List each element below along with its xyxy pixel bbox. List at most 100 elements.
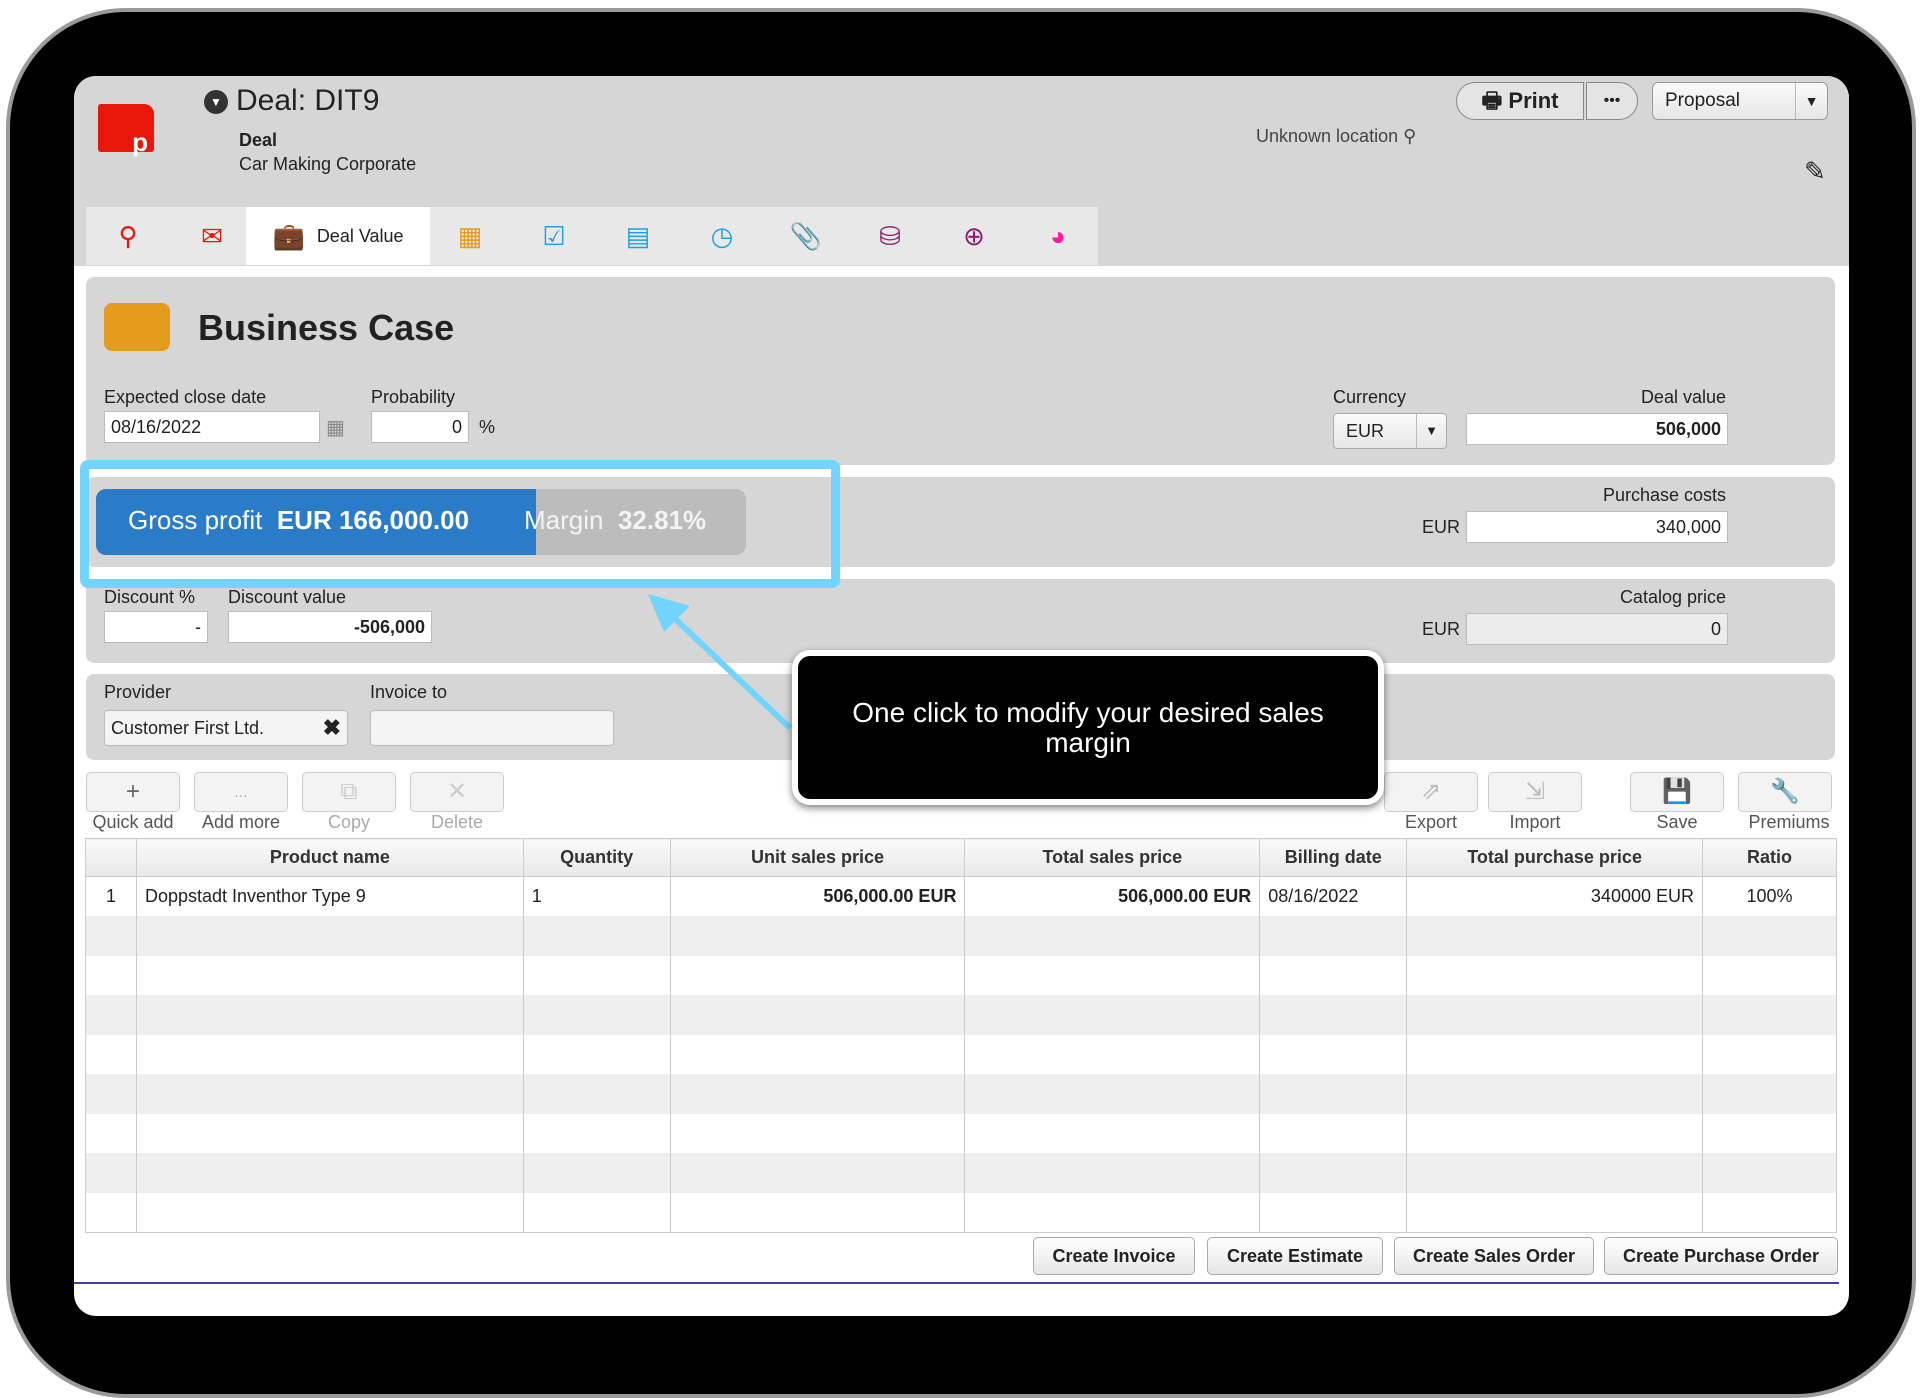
discount-value-input[interactable]: -506,000 — [228, 611, 432, 643]
location[interactable]: Unknown location ⚲ — [1256, 126, 1416, 147]
table-row[interactable]: 1 Doppstadt Inventhor Type 9 1 506,000.0… — [85, 876, 1837, 916]
catalog-currency: EUR — [1422, 619, 1461, 639]
tab-label: Deal Value — [316, 225, 404, 246]
discount-pct-input[interactable]: - — [104, 611, 208, 643]
purchase-costs-input[interactable]: 340,000 — [1466, 511, 1728, 543]
deal-value-input[interactable]: 506,000 — [1466, 413, 1728, 445]
create-estimate-button[interactable]: Create Estimate — [1207, 1237, 1383, 1275]
gross-profit-text: Gross profit EUR 166,000.00 — [128, 505, 469, 536]
cell-billing-date[interactable]: 08/16/2022 — [1259, 876, 1408, 916]
deal-value-label: Deal value — [1640, 387, 1726, 407]
provider-input[interactable]: Customer First Ltd. ✖ — [104, 710, 348, 746]
collapse-icon[interactable]: ▼ — [204, 90, 228, 114]
edit-note-icon[interactable]: ✎ — [1804, 156, 1826, 186]
export-button[interactable]: ⇗ — [1384, 772, 1478, 812]
delete-button[interactable]: ✕ — [410, 772, 504, 812]
save-label: Save — [1656, 812, 1698, 832]
cell-product[interactable]: Doppstadt Inventhor Type 9 — [135, 876, 524, 916]
stage-select[interactable]: Proposal ▼ — [1652, 82, 1828, 120]
add-more-label: Add more — [201, 812, 281, 832]
copy-button[interactable]: ⧉ — [302, 772, 396, 812]
tab-mail[interactable]: ✉ — [170, 207, 254, 265]
column-header-ratio[interactable]: Ratio — [1702, 838, 1837, 877]
column-header-quantity[interactable]: Quantity — [522, 838, 671, 877]
import-icon: ⇲ — [1524, 778, 1546, 805]
column-header-billing-date[interactable]: Billing date — [1259, 838, 1408, 877]
catalog-price-input: 0 — [1466, 613, 1728, 645]
stage-value: Proposal — [1665, 90, 1740, 111]
create-invoice-button[interactable]: Create Invoice — [1033, 1237, 1195, 1275]
column-header-index[interactable] — [85, 838, 137, 877]
import-button[interactable]: ⇲ — [1488, 772, 1582, 812]
save-button[interactable]: 💾 — [1630, 772, 1724, 812]
column-header-unit-price[interactable]: Unit sales price — [669, 838, 966, 877]
create-purchase-order-button[interactable]: Create Purchase Order — [1604, 1237, 1838, 1275]
empty-row — [85, 1113, 1837, 1153]
tab-history[interactable]: ◷ — [680, 207, 764, 265]
column-header-purchase-price[interactable]: Total purchase price — [1406, 838, 1703, 877]
cell-unit-price[interactable]: 506,000.00 EUR — [669, 876, 966, 916]
add-more-button[interactable]: … — [194, 772, 288, 812]
tab-chart[interactable]: ◕ — [1016, 207, 1100, 265]
footer-divider — [74, 1282, 1839, 1284]
clear-icon[interactable]: ✖ — [322, 715, 341, 740]
discount-value-label: Discount value — [228, 587, 347, 607]
business-case-panel: Business Case Expected close date 08/16/… — [86, 277, 1835, 465]
coins-icon: ⛁ — [879, 220, 901, 251]
cell-quantity[interactable]: 1 — [522, 876, 671, 916]
empty-row — [85, 916, 1837, 956]
header: p ▼ Deal: DIT9 Deal Car Making Corporate… — [74, 76, 1849, 266]
profit-panel: Gross profit EUR 166,000.00 Margin 32.81… — [86, 477, 1835, 567]
invoice-to-input[interactable] — [370, 710, 614, 746]
callout-text: One click to modify your desired sales m… — [852, 696, 1324, 758]
cell-total-price: 506,000.00 EUR — [964, 876, 1261, 916]
pie-chart-icon: ◕ — [1050, 220, 1066, 251]
cell-index: 1 — [85, 876, 137, 916]
tab-tasks[interactable]: ☑ — [512, 207, 596, 265]
print-button[interactable]: 🖶 Print — [1456, 82, 1584, 120]
more-button[interactable]: ••• — [1586, 82, 1638, 120]
company-name: Car Making Corporate — [239, 154, 417, 174]
quick-add-button[interactable]: + — [86, 772, 180, 812]
briefcase-icon: 💼 — [272, 220, 305, 251]
margin-label: Margin — [524, 505, 604, 535]
tab-add-money[interactable]: ⊕ — [932, 207, 1016, 265]
tab-pin[interactable]: ⚲ — [86, 207, 170, 265]
print-label: Print — [1508, 88, 1559, 113]
probability-input[interactable]: 0 — [371, 411, 469, 443]
tab-calculator[interactable]: ▦ — [428, 207, 512, 265]
deal-title: Deal: DIT9 — [236, 84, 380, 117]
gross-profit-value: EUR 166,000.00 — [276, 505, 470, 535]
currency-select[interactable]: EUR ▼ — [1333, 413, 1447, 449]
tab-deal-value[interactable]: 💼 Deal Value — [246, 207, 430, 265]
create-sales-order-button[interactable]: Create Sales Order — [1394, 1237, 1594, 1275]
search-icon[interactable]: ⚲ — [1403, 126, 1417, 146]
purchase-costs-label: Purchase costs — [1602, 485, 1726, 505]
calendar-picker-icon[interactable]: ▦ — [326, 417, 345, 439]
gross-profit-label: Gross profit — [128, 505, 263, 535]
highlight-box — [80, 460, 840, 588]
arrow-head — [648, 594, 690, 632]
gross-profit-margin-bar[interactable]: Gross profit EUR 166,000.00 Margin 32.81… — [96, 489, 746, 555]
tab-calendar[interactable]: ▤ — [596, 207, 680, 265]
save-icon: 💾 — [1662, 778, 1692, 805]
premiums-button[interactable]: 🔧 — [1738, 772, 1832, 812]
provider-label: Provider — [104, 682, 172, 702]
column-header-total-price[interactable]: Total sales price — [964, 838, 1261, 877]
export-icon: ⇗ — [1420, 778, 1442, 805]
column-header-product[interactable]: Product name — [135, 838, 524, 877]
tab-coins[interactable]: ⛁ — [848, 207, 932, 265]
chevron-down-icon: ▼ — [1795, 83, 1827, 119]
app-screen: p ▼ Deal: DIT9 Deal Car Making Corporate… — [74, 76, 1849, 1316]
close-date-input[interactable]: 08/16/2022 — [104, 411, 320, 443]
gross-profit-fill — [96, 489, 536, 555]
delete-icon: ✕ — [446, 778, 468, 805]
empty-row — [85, 1034, 1837, 1074]
empty-row — [85, 1153, 1837, 1193]
briefcase-icon — [104, 303, 170, 351]
probability-label: Probability — [371, 387, 456, 407]
copy-label: Copy — [327, 812, 371, 832]
empty-row — [85, 1192, 1837, 1232]
export-label: Export — [1404, 812, 1458, 832]
tab-attachments[interactable]: 📎 — [764, 207, 848, 265]
